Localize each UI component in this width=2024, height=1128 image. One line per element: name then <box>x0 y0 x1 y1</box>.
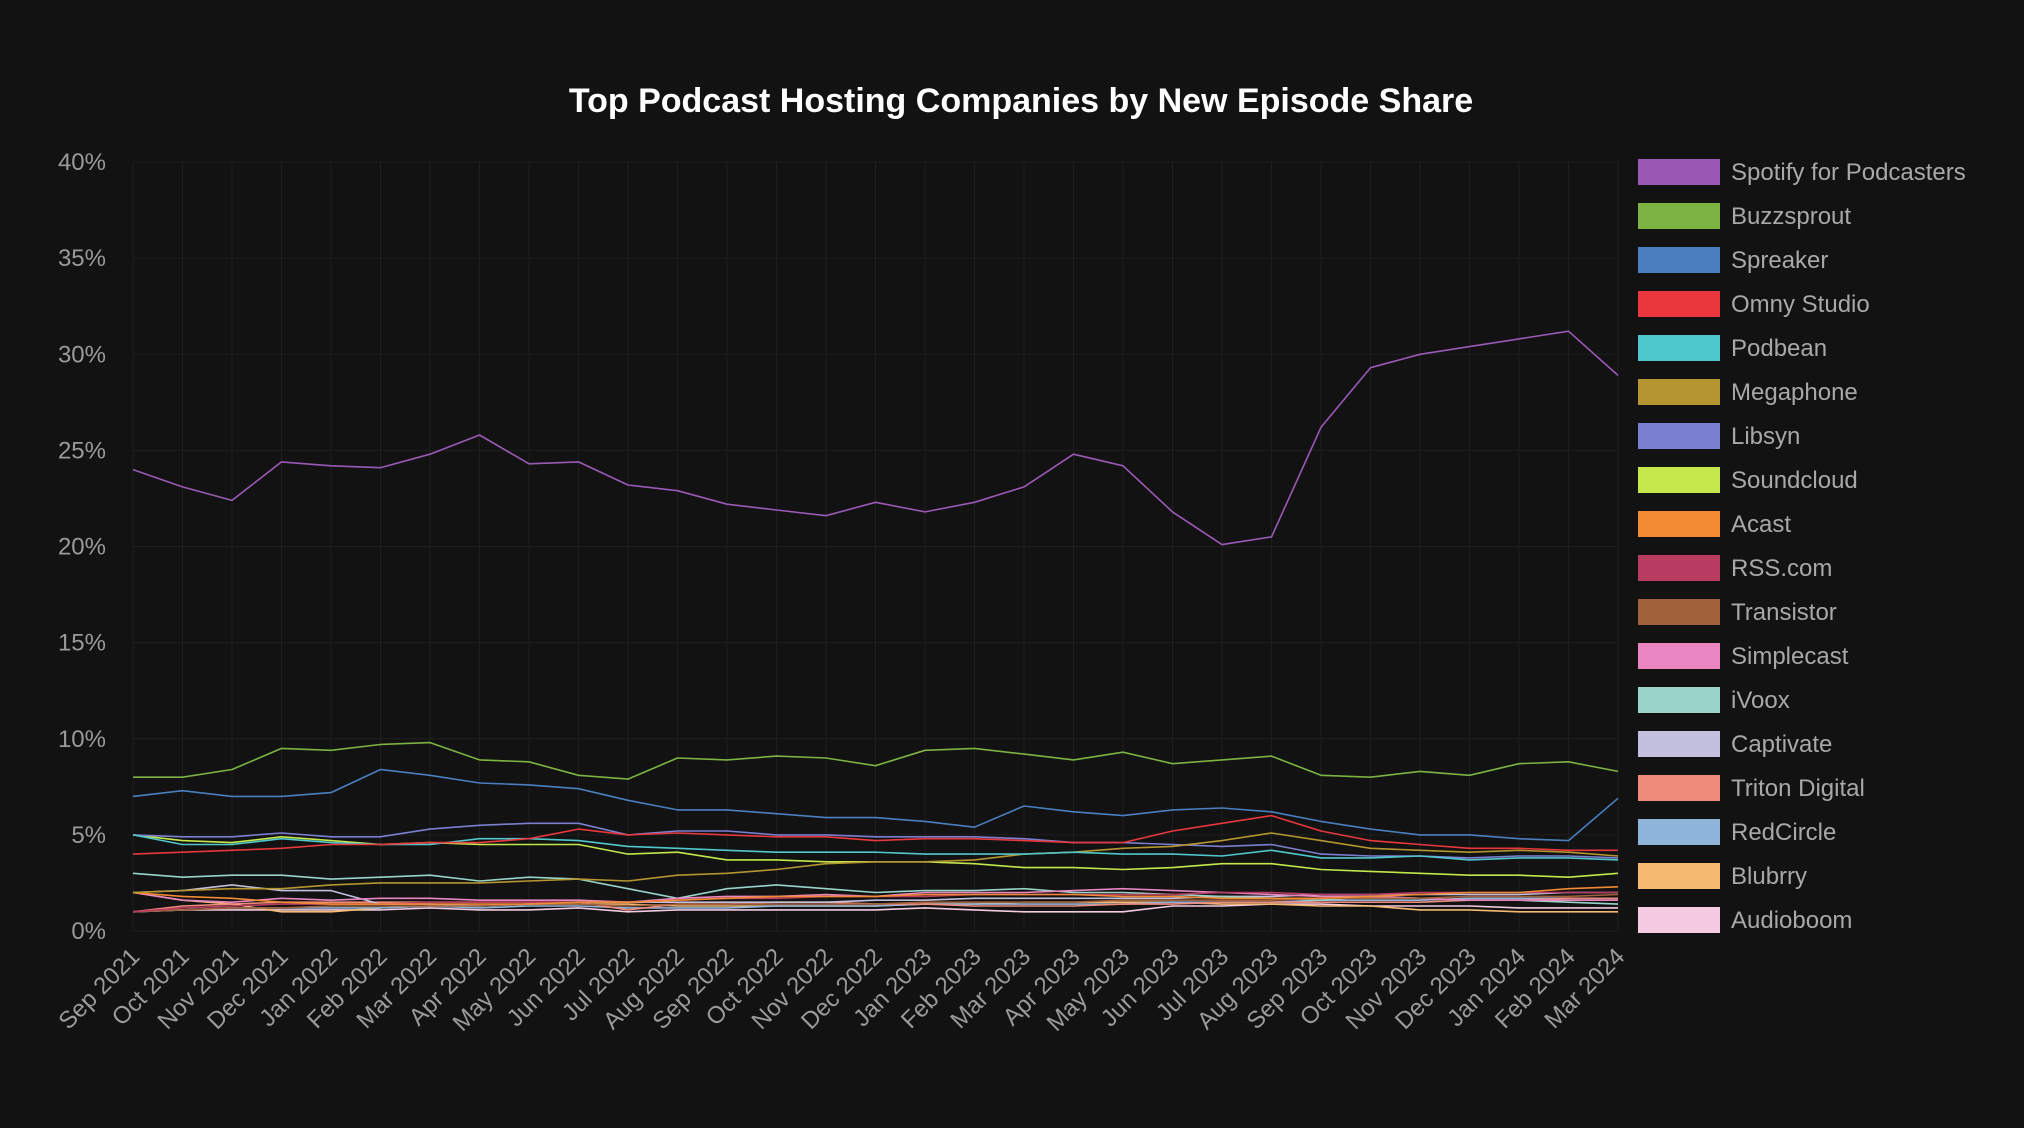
legend-label-rss-com: RSS.com <box>1731 555 1832 582</box>
legend-swatch-triton-digital <box>1638 775 1720 801</box>
y-tick-label: 30% <box>58 341 106 368</box>
legend-label-simplecast: Simplecast <box>1731 643 1849 670</box>
legend-swatch-rss-com <box>1638 555 1720 581</box>
chart-title: Top Podcast Hosting Companies by New Epi… <box>569 82 1473 120</box>
legend-label-audioboom: Audioboom <box>1731 907 1852 934</box>
legend-swatch-simplecast <box>1638 643 1720 669</box>
y-tick-label: 20% <box>58 534 106 561</box>
legend-swatch-ivoox <box>1638 687 1720 713</box>
legend-label-transistor: Transistor <box>1731 599 1837 626</box>
legend-label-captivate: Captivate <box>1731 731 1832 758</box>
legend-swatch-transistor <box>1638 599 1720 625</box>
legend-label-spreaker: Spreaker <box>1731 247 1828 274</box>
legend-swatch-podbean <box>1638 335 1720 361</box>
legend-swatch-audioboom <box>1638 907 1720 933</box>
series-line-libsyn <box>132 822 1619 859</box>
legend-label-redcircle: RedCircle <box>1731 819 1836 846</box>
legend-swatch-redcircle <box>1638 819 1720 845</box>
series-line-spreaker <box>132 768 1619 842</box>
legend-swatch-megaphone <box>1638 379 1720 405</box>
legend-label-buzzsprout: Buzzsprout <box>1731 203 1851 230</box>
legend-label-podbean: Podbean <box>1731 335 1827 362</box>
legend-swatch-soundcloud <box>1638 467 1720 493</box>
y-tick-label: 25% <box>58 437 106 464</box>
y-tick-label: 15% <box>58 630 106 657</box>
series-line-spotify-for-podcasters <box>132 330 1619 546</box>
legend-swatch-spotify-for-podcasters <box>1638 159 1720 185</box>
grid <box>132 161 1619 932</box>
y-tick-label: 40% <box>58 149 106 176</box>
legend-label-acast: Acast <box>1731 511 1791 538</box>
legend-label-megaphone: Megaphone <box>1731 379 1858 406</box>
series-line-acast <box>132 886 1619 905</box>
legend-label-omny-studio: Omny Studio <box>1731 291 1870 318</box>
series-line-redcircle <box>132 897 1618 913</box>
legend-label-libsyn: Libsyn <box>1731 423 1800 450</box>
legend-swatch-blubrry <box>1638 863 1720 889</box>
series-lines <box>132 330 1619 913</box>
legend-label-soundcloud: Soundcloud <box>1731 467 1858 494</box>
legend-label-spotify-for-podcasters: Spotify for Podcasters <box>1731 159 1966 186</box>
legend: Spotify for Podcasters Buzzsprout Spreaker… <box>1638 159 1966 934</box>
legend-swatch-omny-studio <box>1638 291 1720 317</box>
series-line-omny-studio <box>132 814 1618 855</box>
series-line-transistor <box>132 893 1619 913</box>
legend-swatch-captivate <box>1638 731 1720 757</box>
legend-label-blubrry: Blubrry <box>1731 863 1807 890</box>
legend-swatch-libsyn <box>1638 423 1720 449</box>
legend-swatch-buzzsprout <box>1638 203 1720 229</box>
y-tick-label: 5% <box>71 822 106 849</box>
y-tick-label: 10% <box>58 726 106 753</box>
y-tick-label: 35% <box>58 245 106 272</box>
legend-swatch-acast <box>1638 511 1720 537</box>
y-axis: 0% 5% 10% 15% 20% 25% 30% 35% 40% <box>58 149 106 945</box>
series-line-megaphone <box>132 832 1619 894</box>
legend-label-ivoox: iVoox <box>1731 687 1790 714</box>
series-line-buzzsprout <box>133 741 1619 780</box>
legend-label-triton-digital: Triton Digital <box>1731 775 1865 802</box>
y-tick-label: 0% <box>71 918 106 945</box>
legend-swatch-spreaker <box>1638 247 1720 273</box>
